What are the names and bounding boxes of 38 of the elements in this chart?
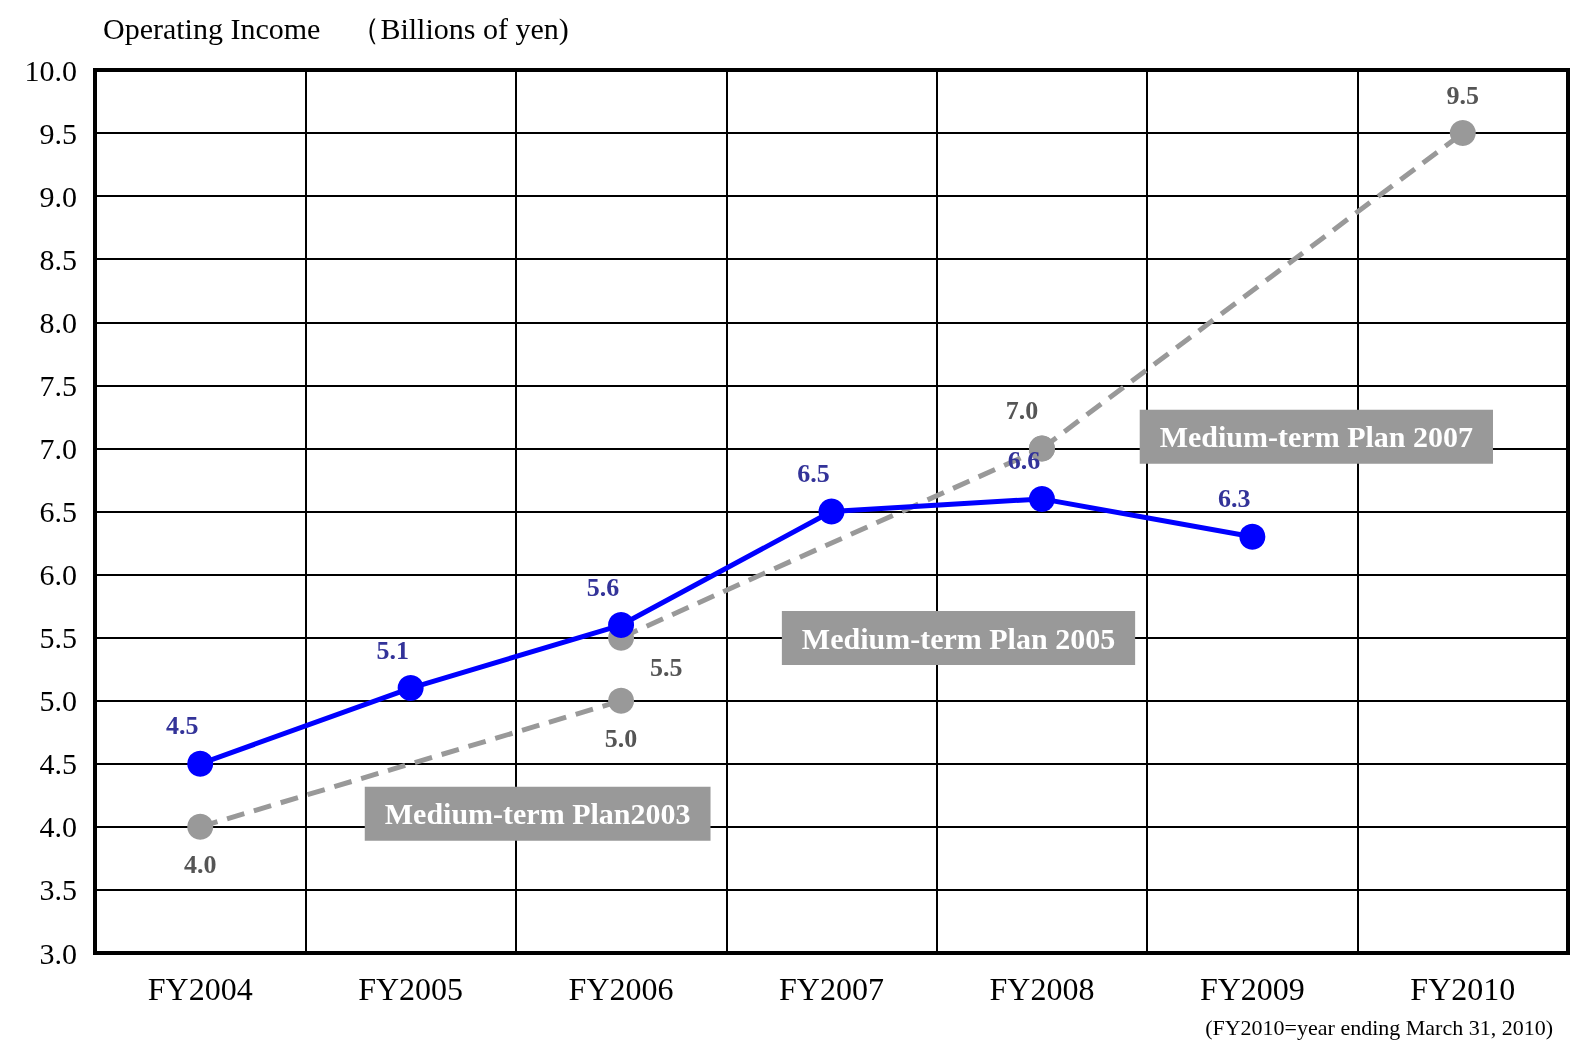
- y-tick-label: 6.5: [39, 495, 77, 528]
- y-tick-label: 4.0: [39, 810, 77, 844]
- x-tick-label: FY2008: [989, 971, 1095, 1007]
- text: (FY2010=year ending March 31, 2010): [1205, 1014, 1554, 1040]
- x-tick-label: FY2010: [1410, 971, 1516, 1007]
- data-label: 7.0: [1005, 395, 1039, 425]
- data-label: 5.6: [586, 572, 620, 602]
- x-tick-label: FY2004: [147, 971, 253, 1007]
- y-tick-label: 9.0: [39, 179, 77, 213]
- y-tick-label: 9.5: [39, 116, 77, 150]
- data-label: 6.5: [797, 459, 830, 488]
- x-tick-label: FY2006: [568, 971, 674, 1007]
- y-tick-label: 5.5: [39, 621, 77, 655]
- data-label: 5.5: [650, 653, 683, 683]
- series-label: Medium-term Plan 2007: [1159, 420, 1473, 454]
- y-tick-label: 8.0: [39, 305, 77, 339]
- series-label: Medium-term Plan2003: [384, 797, 691, 831]
- data-label: 9.5: [1446, 80, 1480, 110]
- series-label: Medium-term Plan 2005: [801, 621, 1116, 655]
- y-tick-label: 3.5: [39, 873, 77, 907]
- y-tick-label: 8.5: [39, 242, 77, 276]
- x-tick-label: FY2009: [1199, 971, 1305, 1007]
- x-tick-label: FY2005: [358, 971, 464, 1007]
- data-label: 6.3: [1218, 484, 1251, 514]
- y-tick-label: 7.5: [39, 368, 77, 402]
- data-label: 4.0: [183, 850, 217, 880]
- y-tick-label: 6.0: [39, 558, 77, 592]
- y-tick-label: 4.5: [39, 747, 77, 781]
- y-tick-label: 10.0: [24, 53, 77, 87]
- data-label: 5.1: [376, 635, 409, 665]
- x-tick-label: FY2007: [779, 971, 884, 1007]
- y-axis-title: Operating Income （Billions of yen): [103, 11, 569, 46]
- data-label: 4.5: [165, 711, 199, 741]
- y-tick-label: 5.0: [39, 684, 77, 718]
- y-tick-label: 7.0: [39, 431, 77, 465]
- data-label: 5.0: [604, 724, 638, 754]
- data-label: 6.6: [1007, 446, 1041, 476]
- y-tick-label: 3.0: [39, 936, 77, 970]
